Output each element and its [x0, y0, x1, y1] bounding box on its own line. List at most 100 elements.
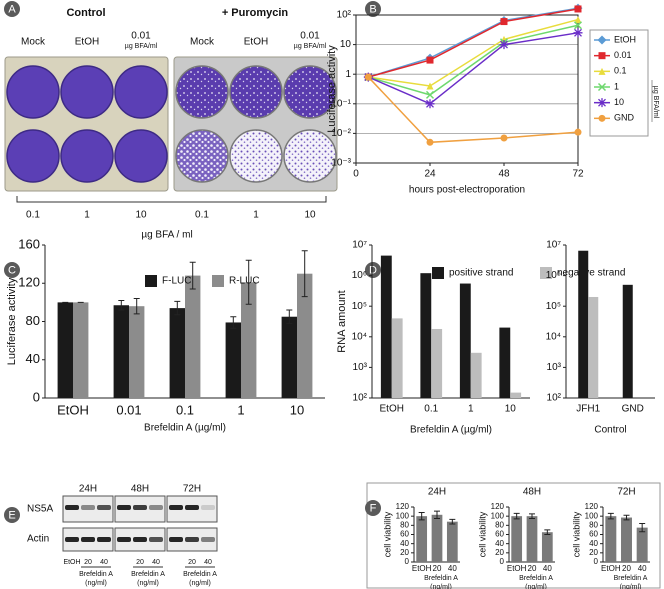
y-tick-label: 10³ [547, 362, 562, 373]
blot-band [169, 505, 183, 510]
point [574, 5, 582, 13]
blot-band [97, 537, 111, 542]
y-tick-label: 10² [353, 393, 368, 404]
well [283, 129, 337, 183]
well [60, 129, 114, 183]
bar [391, 318, 403, 398]
x-tick-label: 20 [528, 564, 537, 573]
bar [420, 273, 432, 398]
x-tick-label: 20 [433, 564, 442, 573]
y-tick-label: 20 [589, 548, 598, 557]
bar [241, 282, 257, 398]
treatment-unit: (ng/ml) [137, 580, 159, 587]
blot-time: 24H [79, 484, 97, 495]
y-tick-label: 0 [33, 389, 40, 404]
bar [511, 516, 523, 562]
panel-label-badge [4, 507, 20, 523]
dose-bracket [16, 196, 327, 203]
lane-label: 20 [84, 559, 92, 566]
x-tick-label: JFH1 [576, 404, 600, 415]
panel-label-badge [4, 262, 20, 278]
y-axis-label: cell viability [477, 511, 487, 557]
legend-swatch [145, 275, 157, 287]
y-axis-label: Luciferase activity [6, 277, 18, 365]
x-tick-label: 24 [424, 169, 436, 180]
x-tick-label: 0 [353, 169, 359, 180]
dose-label: 10 [304, 210, 316, 221]
panel-label: F [370, 502, 377, 514]
bar [636, 527, 648, 562]
x-axis-label: Brefeldin A (µg/ml) [144, 423, 226, 434]
column-label: Mock [21, 37, 46, 48]
blot-band [185, 537, 199, 542]
panel-label-badge [365, 262, 381, 278]
y-tick-label: 120 [18, 275, 40, 290]
treatment-label: Brefeldin A [131, 571, 165, 578]
bar [526, 516, 538, 562]
legend-marker [598, 52, 606, 60]
bar [588, 296, 599, 398]
y-tick-label: 20 [400, 548, 409, 557]
lane-label: 20 [188, 559, 196, 566]
bar [57, 302, 73, 398]
y-tick-label: 10⁻³ [331, 158, 351, 169]
legend-marker [597, 98, 607, 108]
blot-band [81, 505, 95, 510]
x-axis-label: (ng/ml) [525, 584, 547, 589]
well [6, 129, 60, 183]
legend-label: EtOH [614, 34, 636, 44]
bar [621, 517, 632, 562]
point [425, 99, 435, 109]
panel-label: B [369, 3, 376, 15]
x-tick-label: 0.1 [176, 402, 194, 417]
y-tick-label: 10⁴ [352, 331, 367, 342]
y-tick-label: 100 [396, 511, 410, 520]
bar [113, 305, 129, 398]
column-label: 0.01 [300, 31, 320, 42]
y-tick-label: 10⁻² [331, 128, 351, 139]
bar [380, 255, 392, 398]
legend-marker [598, 67, 606, 75]
point [426, 138, 434, 146]
column-label: EtOH [75, 37, 99, 48]
dose-axis-label: µg BFA / ml [141, 230, 192, 241]
legend-label: GND [614, 113, 635, 123]
blot-band [133, 505, 147, 510]
panel-label: A [8, 3, 16, 15]
chart-title: 24H [428, 487, 446, 498]
series-line [368, 32, 579, 105]
series-line [368, 24, 579, 96]
y-tick-label: 10⁶ [352, 270, 367, 281]
y-tick-label: 10² [547, 393, 562, 404]
x-tick-label: 1 [468, 404, 474, 415]
treatment-label: Brefeldin A [183, 571, 217, 578]
error-bar [623, 514, 630, 521]
panel-label-badge [365, 1, 381, 17]
y-tick-label: 120 [585, 502, 599, 511]
blot-time: 48H [131, 484, 149, 495]
point [426, 82, 434, 90]
x-tick-label: 72 [572, 169, 584, 180]
bar [431, 514, 443, 562]
y-axis-label: cell viability [382, 511, 392, 557]
treatment-unit: (ng/ml) [189, 580, 211, 587]
series-line [368, 7, 579, 78]
series-line [368, 8, 579, 78]
point [574, 128, 582, 136]
bar [541, 532, 553, 562]
y-tick-label: 80 [400, 520, 409, 529]
well [229, 65, 283, 119]
y-tick-label: 20 [495, 548, 504, 557]
y-tick-label: 40 [26, 351, 40, 366]
x-axis-label: Control [594, 425, 626, 436]
x-tick-label: 10 [505, 404, 517, 415]
well [6, 65, 60, 119]
legend-marker [598, 114, 606, 122]
error-bar [189, 261, 196, 290]
column-label: EtOH [244, 37, 268, 48]
error-bar [529, 513, 535, 519]
y-axis-label: RNA amount [336, 290, 348, 352]
blot-band [201, 505, 215, 510]
point [500, 18, 508, 26]
legend-label: R-LUC [229, 276, 260, 287]
